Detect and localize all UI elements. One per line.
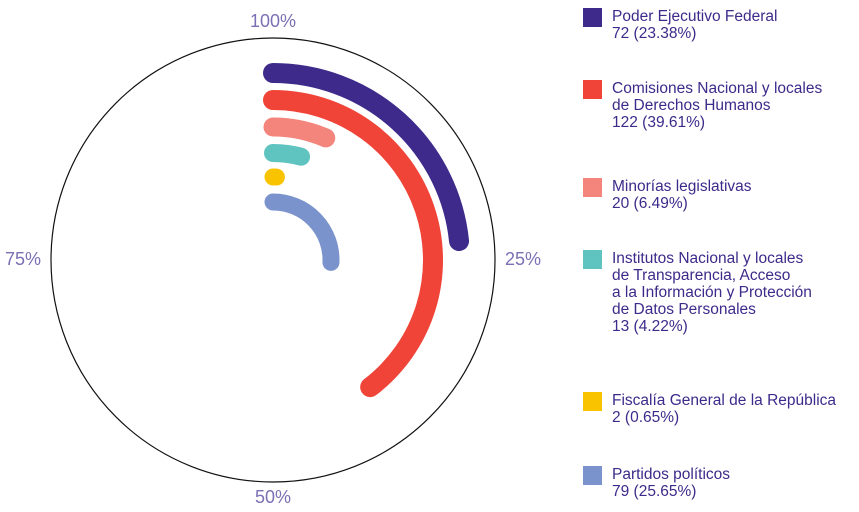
value-label: 72 (23.38%) (612, 25, 697, 42)
legend-item: Comisiones Nacional y locales de Derecho… (583, 80, 859, 131)
outer-circle (50, 37, 496, 483)
value-label: 2 (0.65%) (612, 409, 680, 426)
legend-item: Partidos políticos 79 (25.65%) (583, 466, 859, 500)
value-label: 122 (39.61%) (612, 114, 706, 131)
arc-bar (264, 144, 311, 166)
legend-swatch (583, 80, 602, 99)
legend-text: Poder Ejecutivo Federal 72 (23.38%) (612, 8, 777, 42)
legend-swatch (583, 178, 602, 197)
legend-text: Fiscalía General de la República 2 (0.65%… (612, 392, 836, 426)
legend-swatch (583, 466, 602, 485)
tick-label: 25% (505, 249, 541, 269)
legend-label: Comisiones Nacional y locales de Derecho… (612, 80, 823, 114)
arc-bar (263, 117, 336, 148)
legend-label: Partidos políticos (612, 466, 731, 483)
chart: 100% 25% 50% 75% (5, 11, 541, 507)
tick-label: 100% (250, 11, 296, 31)
tick-label: 75% (5, 249, 41, 269)
legend-label: Poder Ejecutivo Federal (612, 8, 778, 25)
arc-bar (263, 63, 470, 251)
legend-swatch (583, 392, 602, 411)
legend-label: Fiscalía General de la República (612, 392, 837, 409)
legend-text: Minorías legislativas 20 (6.49%) (612, 178, 752, 212)
legend-swatch (583, 8, 602, 27)
legend-label: Institutos Nacional y locales de Transpa… (612, 250, 812, 318)
value-label: 20 (6.49%) (612, 195, 688, 212)
legend-item: Poder Ejecutivo Federal 72 (23.38%) (583, 8, 859, 42)
legend-item: Institutos Nacional y locales de Transpa… (583, 250, 859, 335)
legend-text: Comisiones Nacional y locales de Derecho… (612, 80, 822, 131)
arc-bar (264, 193, 340, 271)
value-label: 79 (25.65%) (612, 483, 697, 500)
arc-bar (263, 90, 443, 398)
legend-item: Minorías legislativas 20 (6.49%) (583, 178, 859, 212)
tick-label: 50% (255, 487, 291, 507)
value-label: 13 (4.22%) (612, 318, 688, 335)
legend-text: Partidos políticos 79 (25.65%) (612, 466, 730, 500)
legend-text: Institutos Nacional y locales de Transpa… (612, 250, 812, 335)
legend-label: Minorías legislativas (612, 178, 752, 195)
legend-item: Fiscalía General de la República 2 (0.65%… (583, 392, 859, 426)
legend-swatch (583, 250, 602, 269)
